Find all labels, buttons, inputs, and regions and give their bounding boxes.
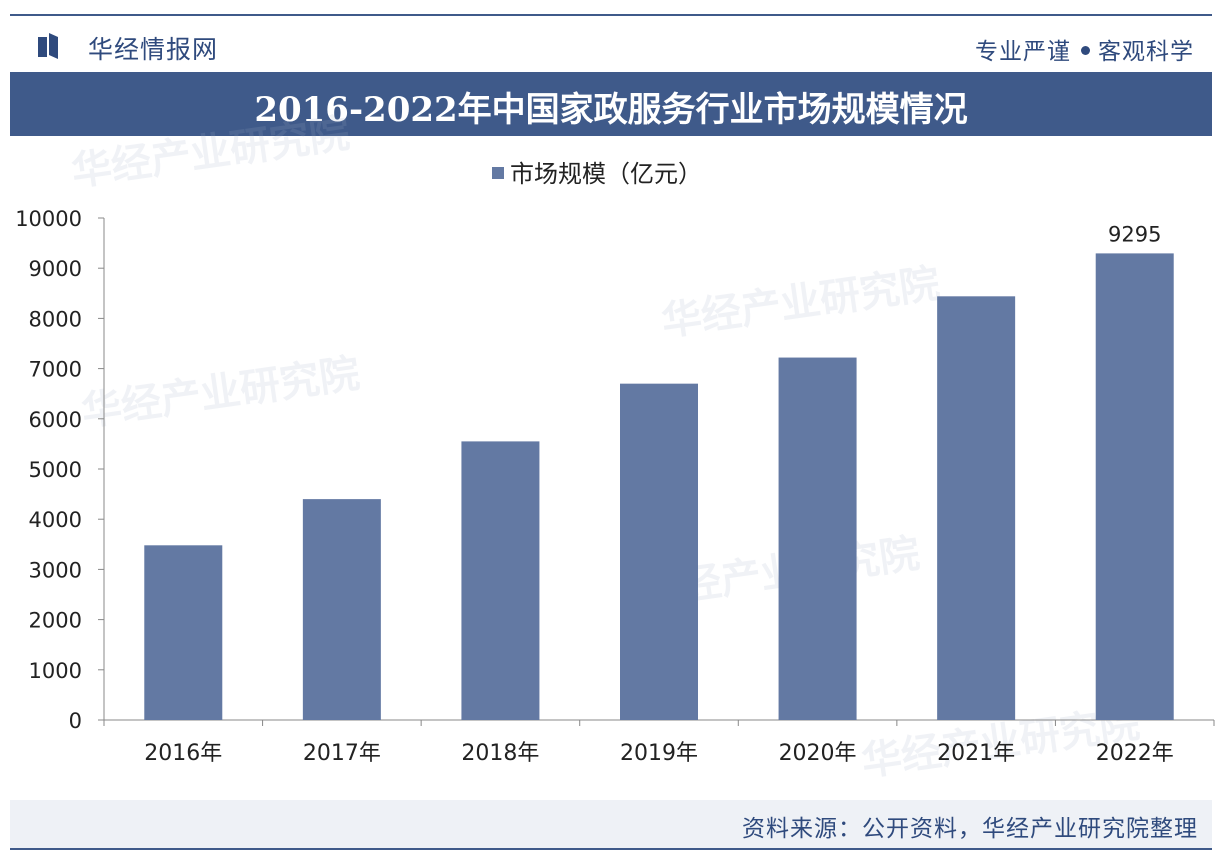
x-tick-label: 2016年 xyxy=(144,741,222,766)
bar xyxy=(620,383,698,720)
bar xyxy=(302,499,381,720)
y-tick-label: 5000 xyxy=(29,458,82,482)
x-tick-label: 2022年 xyxy=(1096,741,1174,766)
slogan-right: 客观科学 xyxy=(1098,39,1194,65)
x-tick-label: 2020年 xyxy=(779,741,857,766)
y-tick-label: 4000 xyxy=(29,508,82,532)
x-tick-label: 2018年 xyxy=(461,741,539,766)
y-tick-label: 1000 xyxy=(29,659,82,683)
brand-logo-icon xyxy=(38,33,58,59)
bar xyxy=(937,296,1016,720)
top-rule xyxy=(10,14,1212,16)
y-tick-label: 7000 xyxy=(29,358,82,382)
slogan: 专业严谨 客观科学 xyxy=(975,32,1194,66)
bar xyxy=(144,545,223,720)
slogan-left: 专业严谨 xyxy=(975,39,1071,65)
title-bar: 2016-2022年中国家政服务行业市场规模情况 xyxy=(10,72,1212,136)
y-tick-label: 8000 xyxy=(29,307,82,331)
chart-title: 2016-2022年中国家政服务行业市场规模情况 xyxy=(254,90,968,130)
legend-label: 市场规模（亿元） xyxy=(510,160,702,188)
y-tick-label: 2000 xyxy=(29,609,82,633)
y-tick-label: 10000 xyxy=(15,207,82,231)
x-tick-label: 2017年 xyxy=(303,741,381,766)
bar xyxy=(778,357,857,720)
bar-chart: 市场规模（亿元） 0 1000 2000 3000 4000 5000 6000 7000 800… xyxy=(15,160,1215,766)
y-tick-label: 0 xyxy=(69,709,82,733)
header: 华经情报网 专业严谨 客观科学 xyxy=(10,16,1212,72)
source-note: 资料来源：公开资料，华经产业研究院整理 xyxy=(742,816,1198,842)
footer: 资料来源：公开资料，华经产业研究院整理 xyxy=(10,800,1212,848)
x-tick-label: 2019年 xyxy=(620,741,698,766)
bottom-rule xyxy=(10,848,1212,850)
y-tick-label: 3000 xyxy=(29,558,82,582)
brand-name: 华经情报网 xyxy=(88,35,219,64)
y-tick-label: 9000 xyxy=(29,257,82,281)
x-tick-label: 2021年 xyxy=(937,741,1015,766)
y-tick-label: 6000 xyxy=(29,408,82,432)
bar xyxy=(461,441,540,720)
data-label: 9295 xyxy=(1108,222,1161,246)
bullet-dot-icon xyxy=(1081,46,1090,55)
legend-swatch xyxy=(492,167,504,179)
bar xyxy=(1095,253,1174,720)
